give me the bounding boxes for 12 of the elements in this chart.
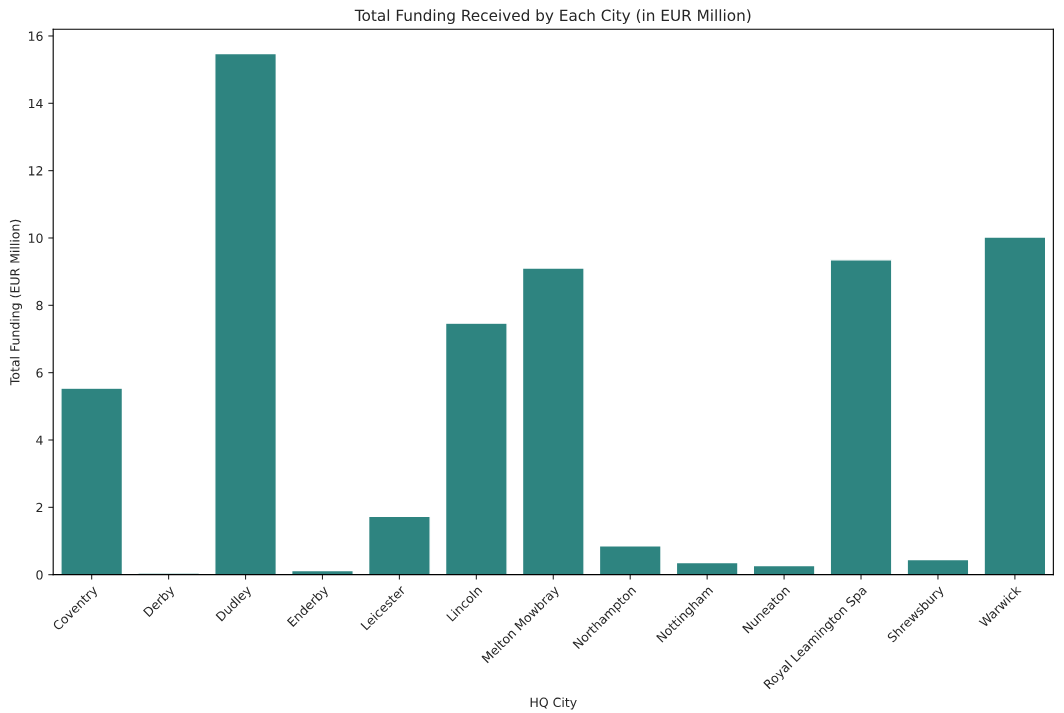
y-tick-label: 2 xyxy=(36,502,43,513)
y-axis-title: Total Funding (EUR Million) xyxy=(9,219,23,386)
y-tick-label: 8 xyxy=(36,300,43,311)
y-tick-label: 4 xyxy=(36,435,43,445)
y-tick-label: 10 xyxy=(28,233,43,243)
y-tick-label: 14 xyxy=(28,98,43,109)
x-axis-title: HQ City xyxy=(530,697,577,710)
y-tick-label: 16 xyxy=(28,31,43,41)
chart-title: Total Funding Received by Each City (in EUR Million) xyxy=(354,9,751,25)
y-tick-label: 0 xyxy=(36,570,43,580)
y-tick-label: 6 xyxy=(36,368,43,378)
y-tick-label: 12 xyxy=(28,166,43,176)
